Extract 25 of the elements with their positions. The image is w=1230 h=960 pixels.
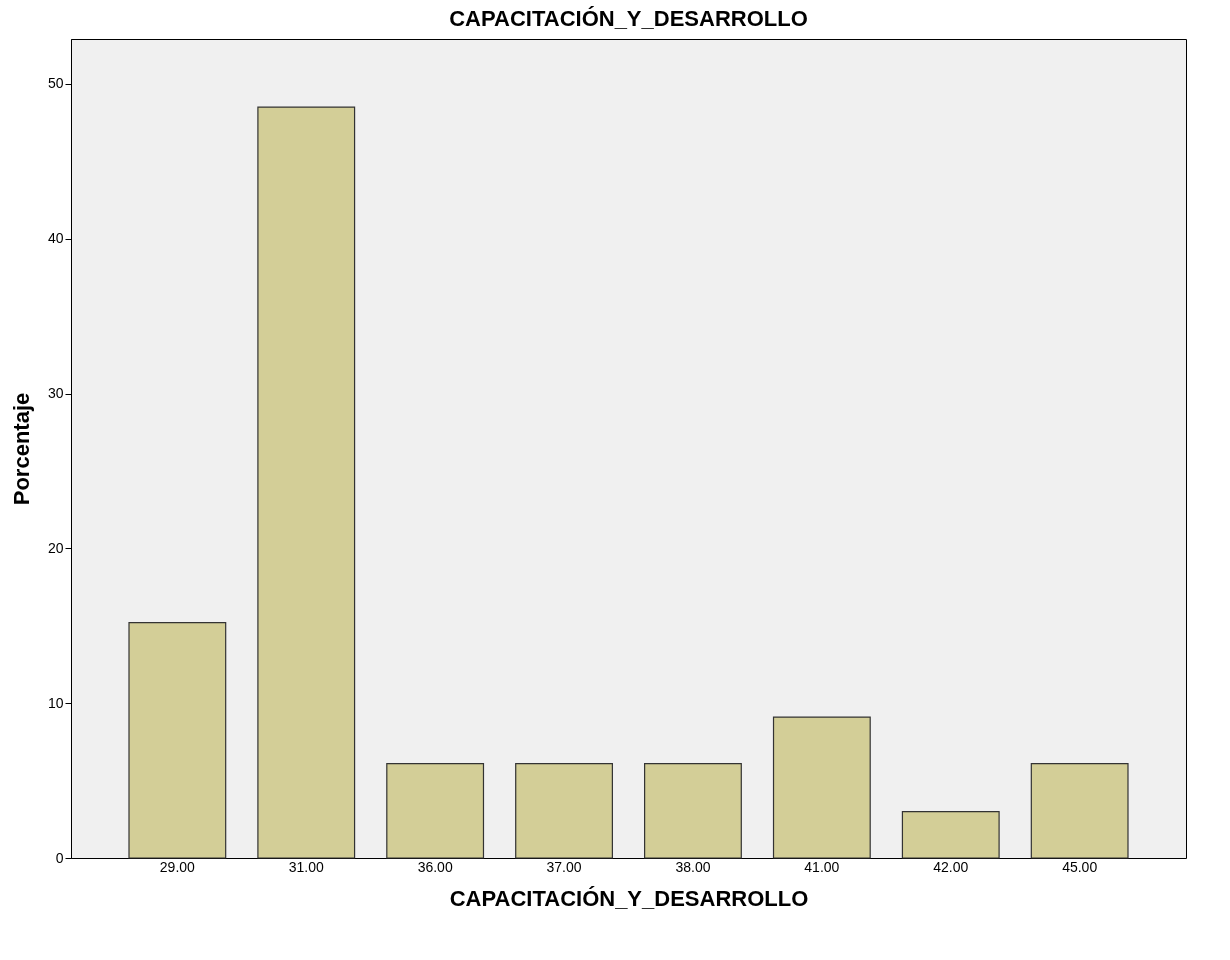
x-tick-label: 38.00: [675, 858, 711, 875]
bar: [386, 762, 485, 859]
x-axis-title: CAPACITACIÓN_Y_DESARROLLO: [449, 885, 809, 911]
y-tick-label: 40: [47, 230, 64, 247]
bar: [772, 716, 871, 859]
y-tick-label: 10: [47, 694, 64, 711]
y-tick-label: 0: [55, 849, 64, 866]
x-tick-label: 45.00: [1062, 858, 1098, 875]
bar: [257, 106, 356, 859]
x-tick-label: 31.00: [288, 858, 324, 875]
bar: [128, 622, 227, 859]
x-tick-label: 36.00: [417, 858, 453, 875]
y-tick-label: 20: [47, 539, 64, 556]
x-tick-label: 29.00: [159, 858, 196, 875]
bar: [901, 810, 1000, 859]
y-axis-title: Porcentaje: [8, 392, 34, 506]
x-tick-label: 37.00: [546, 858, 582, 875]
chart-title: CAPACITACIÓN_Y_DESARROLLO: [449, 6, 808, 31]
bar: [1030, 762, 1129, 859]
bar: [515, 762, 613, 859]
y-tick-label: 30: [47, 385, 64, 402]
x-tick-label: 41.00: [804, 858, 840, 875]
y-tick-label: 50: [47, 75, 64, 92]
bar: [644, 762, 742, 859]
x-tick-label: 42.00: [933, 858, 969, 875]
